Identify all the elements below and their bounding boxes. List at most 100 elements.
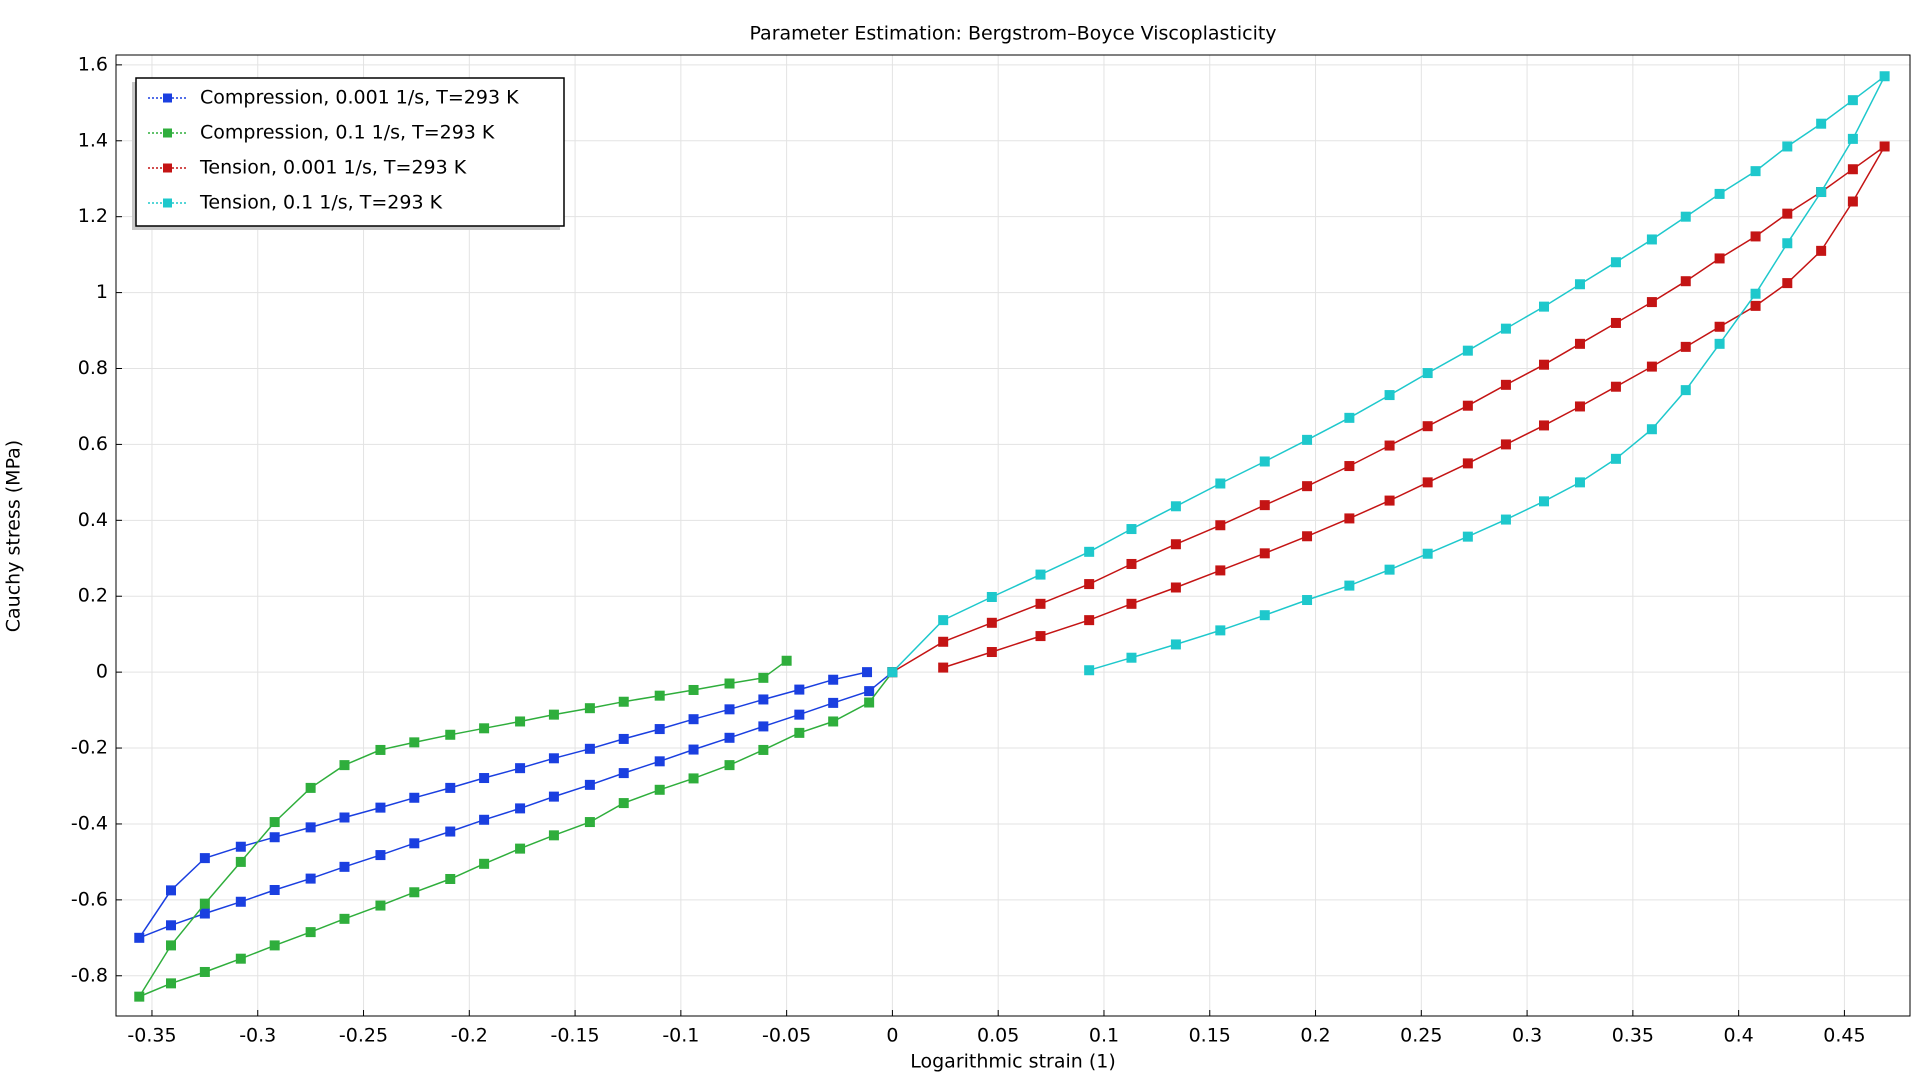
data-point [986,647,997,658]
data-point [1782,278,1793,289]
data-point [548,791,559,802]
data-point [339,760,350,771]
legend-label: Tension, 0.1 1/s, T=293 K [199,192,443,214]
legend-box [135,77,565,227]
data-point [1847,133,1858,144]
data-point [584,817,595,828]
data-point [1170,539,1181,550]
data-point [1879,71,1890,82]
data-point [235,856,246,867]
x-tick-label: 0.05 [977,1025,1019,1047]
data-point [1084,615,1095,626]
data-point [584,743,595,754]
data-point [1750,300,1761,311]
data-point [515,803,526,814]
data-point [1750,288,1761,299]
y-axis-label: Cauchy stress (MPa) [3,440,25,632]
data-point [758,672,769,683]
data-point [1539,496,1550,507]
data-point [1215,478,1226,489]
x-tick-label: -0.35 [127,1025,176,1047]
data-point [1500,514,1511,525]
data-point [654,756,665,767]
data-point [1384,495,1395,506]
y-tick-label: 0.8 [78,357,108,379]
data-point [445,729,456,740]
data-point [1816,118,1827,129]
data-point [445,873,456,884]
y-tick-label: 0 [96,661,108,683]
x-tick-label: -0.1 [662,1025,699,1047]
data-point [339,812,350,823]
data-point [654,784,665,795]
legend-marker [163,93,172,103]
data-point [828,697,839,708]
data-point [1500,379,1511,390]
data-point [828,716,839,727]
data-point [409,887,420,898]
x-tick-label: 0.45 [1823,1025,1865,1047]
data-point [548,753,559,764]
data-point [1879,141,1890,152]
data-point [1035,569,1046,580]
data-point [548,830,559,841]
data-point [864,697,875,708]
data-point [1259,548,1270,559]
data-point [1462,531,1473,542]
legend-marker [163,128,172,138]
data-point [758,721,769,732]
y-tick-label: 1.2 [78,205,108,227]
data-point [618,798,629,809]
data-point [688,684,699,695]
data-point [269,884,280,895]
data-point [1344,580,1355,591]
data-point [1302,595,1313,606]
data-point [199,966,210,977]
x-tick-label: -0.25 [339,1025,388,1047]
legend-marker [163,163,172,173]
data-point [1422,548,1433,559]
data-point [1610,381,1621,392]
data-point [375,744,386,755]
data-point [339,913,350,924]
chart-title: Parameter Estimation: Bergstrom–Boyce Vi… [749,23,1276,45]
data-point [654,690,665,701]
data-point [1539,359,1550,370]
data-point [1500,439,1511,450]
data-point [1574,279,1585,290]
data-point [1384,390,1395,401]
data-point [1344,461,1355,472]
data-point [1384,564,1395,575]
data-point [1610,453,1621,464]
data-point [479,773,490,784]
data-point [758,744,769,755]
data-point [515,763,526,774]
x-tick-label: 0.35 [1612,1025,1654,1047]
data-point [1610,257,1621,268]
data-point [1384,440,1395,451]
data-point [305,927,316,938]
data-point [1816,245,1827,256]
data-point [1574,401,1585,412]
data-point [1574,477,1585,488]
data-point [409,737,420,748]
data-point [618,768,629,779]
data-point [235,953,246,964]
data-point [134,932,145,943]
x-tick-label: -0.15 [550,1025,599,1047]
data-point [1500,323,1511,334]
y-tick-label: -0.6 [71,888,108,910]
data-point [199,908,210,919]
x-tick-label: 0.4 [1724,1025,1754,1047]
data-point [618,733,629,744]
data-point [479,814,490,825]
data-point [864,686,875,697]
data-point [1847,164,1858,175]
data-point [166,885,177,896]
x-tick-label: 0.25 [1400,1025,1442,1047]
y-tick-label: 1.4 [78,129,108,151]
data-point [938,662,949,673]
data-point [199,898,210,909]
data-point [1344,412,1355,423]
